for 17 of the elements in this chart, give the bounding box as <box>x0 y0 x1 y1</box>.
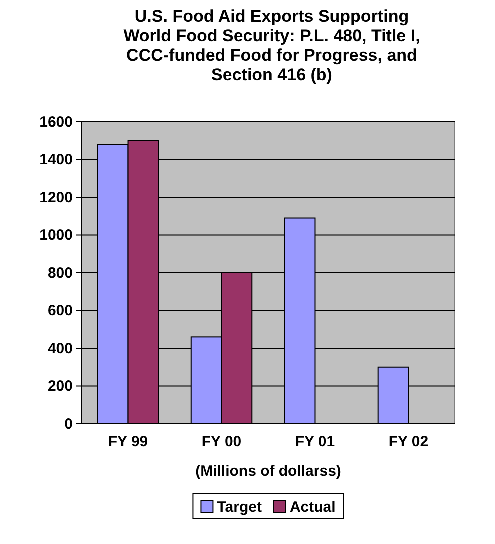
x-tick-label: FY 02 <box>388 434 429 450</box>
y-tick-label: 0 <box>64 416 73 433</box>
x-tick-label: FY 00 <box>202 434 242 450</box>
y-tick-label: 1600 <box>40 114 73 131</box>
y-tick-label: 1000 <box>40 227 73 244</box>
chart-title: U.S. Food Aid Exports Supporting World Food Security: P.L. 480, Title I, CCC-funded Food for Progress, and Section 416 (b) <box>124 7 420 84</box>
x-tick-label: FY 01 <box>295 434 336 450</box>
legend-label: Target <box>217 499 262 516</box>
y-tick-label: 200 <box>48 378 73 396</box>
y-tick-label: 800 <box>48 264 73 282</box>
y-tick-label: 400 <box>48 340 73 358</box>
x-axis-title: (Millions of dollarss) <box>196 463 342 480</box>
legend-label: Actual <box>290 499 336 516</box>
x-tick-label: FY 99 <box>108 434 148 450</box>
y-tick-label: 600 <box>48 302 73 320</box>
y-tick-label: 1200 <box>40 189 73 206</box>
y-tick-label: 1400 <box>40 152 73 169</box>
